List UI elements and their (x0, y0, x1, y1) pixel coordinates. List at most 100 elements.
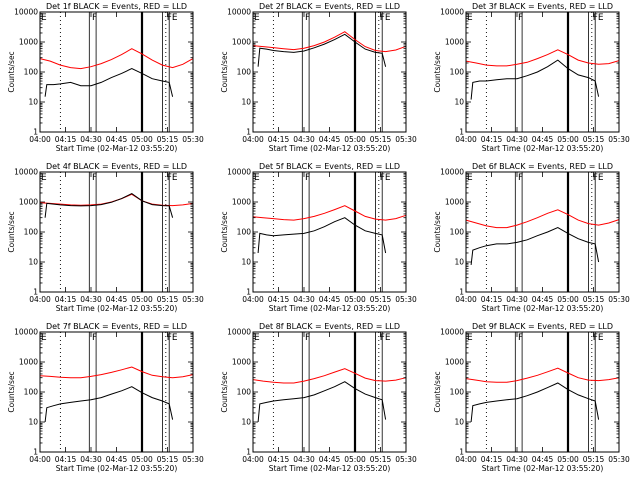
state-label: F (305, 13, 310, 23)
y-tick-label: 10 (28, 418, 38, 427)
series-line-events (257, 33, 387, 67)
series-line-lld (39, 366, 194, 379)
state-label: E (172, 13, 178, 23)
x-tick-label: 04:45 (532, 455, 554, 464)
x-tick-label: 05:00 (557, 135, 579, 144)
x-tick-label: 05:15 (157, 455, 179, 464)
plot-frame (252, 331, 407, 453)
y-tick-label: 100 (450, 228, 465, 237)
x-tick-label: 05:30 (608, 295, 630, 304)
y-axis-label: Counts/sec (7, 371, 16, 412)
y-tick-label: 1000 (445, 358, 464, 367)
state-label: F (167, 333, 172, 343)
x-tick-label: 04:15 (481, 295, 503, 304)
y-tick-label: 1 (246, 128, 251, 137)
state-label: E (254, 333, 260, 343)
series-line-events (470, 227, 600, 265)
y-tick-label: 10 (28, 98, 38, 107)
x-axis-label: Start Time (02-Mar-12 03:55:20) (56, 464, 178, 473)
x-tick-label: 05:00 (557, 455, 579, 464)
x-tick-label: 04:30 (80, 295, 102, 304)
state-label: E (41, 173, 47, 183)
state-label: F (518, 173, 523, 183)
series-line-lld (252, 368, 407, 384)
state-label: E (598, 333, 604, 343)
y-tick-label: 10000 (227, 328, 251, 337)
x-tick-label: 04:15 (481, 455, 503, 464)
y-axis-label: Counts/sec (220, 211, 229, 252)
x-tick-label: 04:00 (242, 295, 264, 304)
x-tick-label: 04:45 (106, 295, 128, 304)
x-tick-label: 05:30 (608, 455, 630, 464)
plot-frame (39, 11, 194, 133)
state-label: E (598, 173, 604, 183)
x-tick-label: 05:30 (182, 455, 204, 464)
x-tick-label: 05:00 (344, 455, 366, 464)
y-tick-label: 1000 (232, 38, 251, 47)
x-tick-label: 05:00 (557, 295, 579, 304)
y-tick-label: 1000 (19, 198, 38, 207)
state-label: E (467, 173, 473, 183)
y-tick-label: 1 (246, 448, 251, 457)
series-line-lld (252, 205, 407, 221)
y-tick-label: 10 (241, 98, 251, 107)
x-axis-label: Start Time (02-Mar-12 03:55:20) (482, 464, 604, 473)
plot-frame (465, 11, 620, 133)
panel-title: Det 7f BLACK = Events, RED = LLD (46, 322, 187, 331)
panel-title: Det 2f BLACK = Events, RED = LLD (259, 2, 400, 11)
y-axis-label: Counts/sec (433, 211, 442, 252)
x-tick-label: 05:00 (344, 135, 366, 144)
y-tick-label: 100 (24, 228, 39, 237)
x-tick-label: 04:30 (506, 455, 528, 464)
y-tick-label: 100 (24, 68, 39, 77)
y-tick-label: 1000 (232, 358, 251, 367)
series-line-events (44, 193, 174, 218)
x-tick-label: 04:45 (319, 295, 341, 304)
panel-title: Det 6f BLACK = Events, RED = LLD (472, 162, 613, 171)
state-label: F (593, 333, 598, 343)
y-tick-label: 10 (454, 258, 464, 267)
x-tick-label: 04:00 (455, 295, 477, 304)
x-tick-label: 04:15 (55, 135, 77, 144)
panel-title: Det 8f BLACK = Events, RED = LLD (259, 322, 400, 331)
plot-frame (465, 331, 620, 453)
x-tick-label: 05:30 (182, 295, 204, 304)
y-tick-label: 10000 (440, 328, 464, 337)
x-tick-label: 04:00 (242, 135, 264, 144)
x-tick-label: 04:00 (455, 455, 477, 464)
x-axis-label: Start Time (02-Mar-12 03:55:20) (56, 304, 178, 313)
x-tick-label: 05:15 (370, 455, 392, 464)
panel-title: Det 5f BLACK = Events, RED = LLD (259, 162, 400, 171)
x-tick-label: 05:15 (370, 295, 392, 304)
y-tick-label: 10000 (227, 168, 251, 177)
series-line-lld (252, 31, 407, 53)
x-tick-label: 04:15 (268, 295, 290, 304)
state-label: F (380, 173, 385, 183)
state-label: F (518, 13, 523, 23)
x-tick-label: 05:15 (583, 295, 605, 304)
plot-frame (39, 171, 194, 293)
x-tick-label: 05:30 (608, 135, 630, 144)
state-label: E (41, 13, 47, 23)
y-tick-label: 1 (459, 128, 464, 137)
x-tick-label: 04:30 (293, 135, 315, 144)
y-tick-label: 1000 (445, 38, 464, 47)
y-tick-label: 10 (28, 258, 38, 267)
series-line-events (44, 68, 174, 97)
x-tick-label: 04:45 (106, 455, 128, 464)
x-axis-label: Start Time (02-Mar-12 03:55:20) (482, 144, 604, 153)
x-axis-label: Start Time (02-Mar-12 03:55:20) (56, 144, 178, 153)
series-line-events (470, 382, 600, 423)
x-tick-label: 04:15 (268, 135, 290, 144)
state-label: E (385, 13, 391, 23)
x-tick-label: 04:45 (106, 135, 128, 144)
state-label: F (380, 13, 385, 23)
y-tick-label: 10000 (440, 8, 464, 17)
y-tick-label: 10000 (14, 168, 38, 177)
y-tick-label: 1 (459, 448, 464, 457)
